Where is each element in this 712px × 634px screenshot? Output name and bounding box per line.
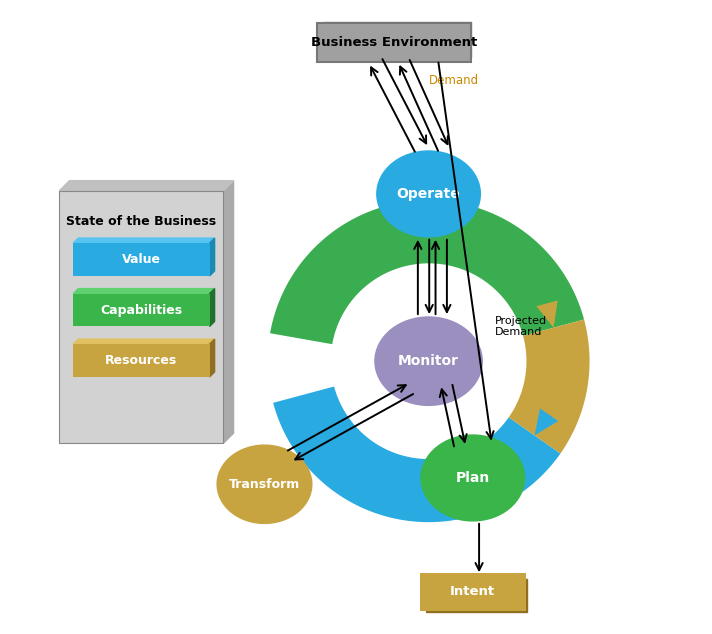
Polygon shape [426,579,527,612]
Polygon shape [270,200,584,344]
FancyBboxPatch shape [317,23,471,62]
Text: State of the Business: State of the Business [66,214,216,228]
Text: Intent: Intent [450,585,496,598]
Text: Resources: Resources [105,354,177,367]
Polygon shape [209,288,214,327]
Text: Demand: Demand [429,74,478,87]
Polygon shape [536,301,557,328]
Text: Monitor: Monitor [398,354,459,368]
Polygon shape [323,22,471,56]
FancyBboxPatch shape [73,344,209,377]
Polygon shape [535,408,558,436]
Polygon shape [73,339,214,344]
Polygon shape [509,320,590,453]
Text: Value: Value [122,253,161,266]
Polygon shape [209,339,214,377]
Ellipse shape [421,435,525,521]
FancyBboxPatch shape [420,573,525,611]
Ellipse shape [217,445,312,524]
Polygon shape [273,387,560,522]
Text: Operate: Operate [397,187,461,201]
Text: Business Environment: Business Environment [310,36,477,49]
FancyBboxPatch shape [73,243,209,276]
Ellipse shape [377,151,481,237]
Text: Plan: Plan [456,471,490,485]
FancyBboxPatch shape [73,294,209,327]
Polygon shape [224,181,234,443]
Polygon shape [73,238,214,243]
Polygon shape [73,288,214,294]
Text: Transform: Transform [229,478,300,491]
Polygon shape [536,301,557,328]
Text: Capabilities: Capabilities [100,304,182,316]
Text: Projected
Demand: Projected Demand [495,316,547,337]
Ellipse shape [375,317,482,405]
FancyBboxPatch shape [59,191,224,443]
Polygon shape [59,181,234,191]
Polygon shape [209,238,214,276]
